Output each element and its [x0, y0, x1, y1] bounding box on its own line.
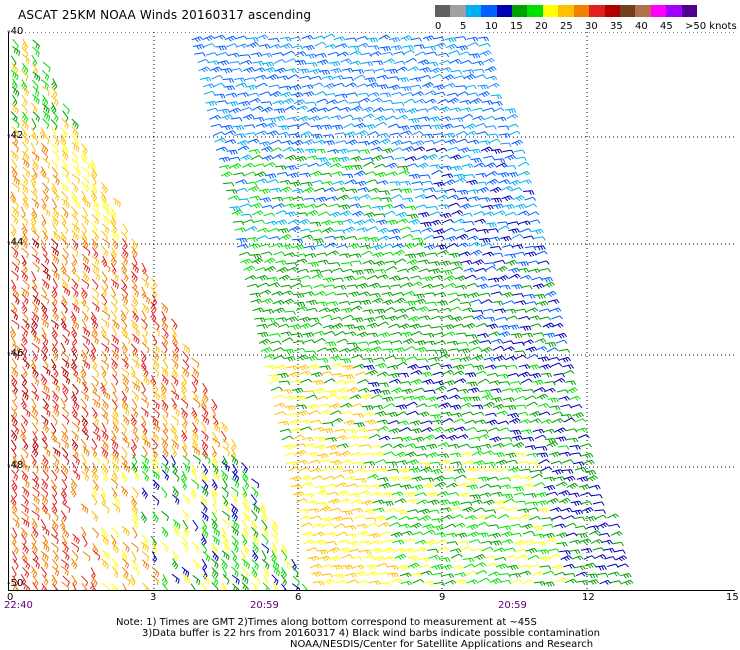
wind-map-plot	[8, 32, 735, 591]
lon-label-12: 12	[582, 592, 595, 603]
legend-swatch	[435, 5, 451, 17]
chart-title: ASCAT 25KM NOAA Winds 20160317 ascending	[18, 8, 312, 22]
legend-swatch	[527, 5, 544, 17]
legend-swatch	[558, 5, 575, 17]
lat-label-46: -46	[7, 348, 24, 359]
legend-swatch	[604, 5, 621, 17]
legend-label: 5	[460, 21, 467, 32]
lon-label-15: 15	[726, 592, 739, 603]
legend-swatch	[481, 5, 498, 17]
lat-label-50: -50	[7, 578, 24, 589]
lat-label-42: -42	[7, 130, 24, 141]
legend-label: 25	[560, 21, 573, 32]
lat-label-40: -40	[7, 26, 24, 37]
legend-swatch	[450, 5, 467, 17]
lat-label-48: -48	[7, 460, 24, 471]
lon-label-0: 0	[7, 592, 14, 603]
legend-label: 35	[610, 21, 623, 32]
legend-swatch	[619, 5, 636, 17]
lon-label-9: 9	[439, 592, 446, 603]
note-line-2: 3)Data buffer is 22 hrs from 20160317 4)…	[142, 628, 600, 639]
legend-label: 40	[635, 21, 648, 32]
legend-label: 0	[435, 21, 442, 32]
time-label-center: 20:59	[250, 600, 279, 611]
legend-swatch	[635, 5, 652, 17]
legend-swatch	[650, 5, 667, 17]
lon-label-6: 6	[295, 592, 302, 603]
time-label-right: 20:59	[498, 600, 527, 611]
legend-label: 30	[585, 21, 598, 32]
lon-label-3: 3	[150, 592, 157, 603]
legend-swatch	[573, 5, 590, 17]
legend-label: >50 knots	[685, 21, 737, 32]
legend-swatch	[496, 5, 513, 17]
legend-label: 15	[510, 21, 523, 32]
legend-swatch	[542, 5, 559, 17]
legend-swatch	[666, 5, 683, 17]
legend-label: 20	[535, 21, 548, 32]
note-line-3: NOAA/NESDIS/Center for Satellite Applica…	[290, 639, 594, 650]
note-line-1: Note: 1) Times are GMT 2)Times along bot…	[116, 617, 537, 628]
legend-swatch	[512, 5, 528, 17]
legend-swatch	[465, 5, 482, 17]
time-label-left: 22:40	[4, 600, 33, 611]
wind-barbs	[9, 33, 634, 590]
legend-label: 10	[485, 21, 498, 32]
lat-label-44: -44	[7, 237, 24, 248]
legend-swatch	[681, 5, 698, 17]
legend-swatch	[589, 5, 606, 17]
legend-label: 45	[660, 21, 673, 32]
wind-barb-map	[9, 32, 735, 590]
